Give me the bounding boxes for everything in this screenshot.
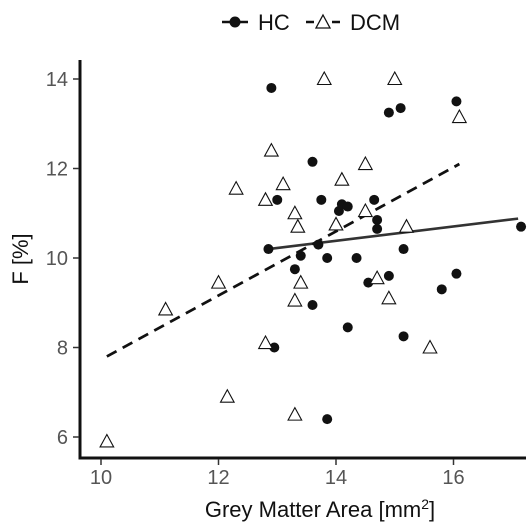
dcm-point (290, 218, 306, 233)
hc-point (369, 194, 380, 205)
dcm-point (369, 269, 385, 285)
dcm-point (293, 274, 309, 289)
hc-point (307, 156, 318, 167)
y-tick-label: 12 (46, 159, 68, 181)
fit-lines (106, 162, 519, 358)
x-ticks: 10 12 14 16 (90, 459, 465, 489)
hc-point (322, 414, 333, 425)
dcm-point (275, 176, 291, 191)
x-tick-label: 10 (90, 467, 112, 489)
hc-point (516, 221, 527, 232)
y-tick-label: 6 (57, 427, 68, 449)
x-axis-title-main: Grey Matter Area [mm (205, 497, 421, 522)
legend-dcm-label: DCM (350, 10, 400, 35)
hc-point (372, 223, 383, 234)
hc-point (451, 96, 462, 107)
dcm-point (257, 334, 274, 350)
hc-point (313, 239, 324, 250)
dcm-point (228, 180, 244, 195)
hc-point (322, 253, 333, 263)
dcm-point (219, 388, 236, 403)
legend: HC DCM (222, 10, 400, 35)
data-points (99, 70, 527, 448)
dcm-fit-line (106, 162, 461, 358)
dcm-point (287, 406, 303, 421)
dcm-point (451, 108, 468, 124)
y-axis-title: F [%] (8, 233, 33, 284)
x-axis-title-suffix: ] (429, 497, 435, 522)
axes (78, 60, 526, 460)
hc-fit-line (268, 217, 519, 251)
hc-point (436, 284, 447, 295)
hc-point (289, 264, 300, 275)
hc-point (266, 82, 277, 93)
dcm-point (316, 70, 332, 86)
dcm-point (387, 70, 403, 86)
dcm-point (210, 274, 227, 289)
hc-point (269, 342, 280, 353)
dcm-point (157, 301, 174, 316)
dcm-point (287, 292, 303, 307)
hc-point (398, 331, 409, 342)
dcm-point (381, 290, 397, 305)
hc-point (342, 322, 353, 333)
x-tick-label: 16 (442, 467, 464, 489)
hc-point (395, 103, 406, 114)
hc-point (372, 214, 383, 225)
dcm-point (99, 433, 115, 448)
hc-point (351, 253, 362, 263)
dcm-point (287, 205, 303, 220)
legend-hc-label: HC (258, 10, 290, 35)
dcm-point (334, 171, 350, 186)
dcm-point (357, 155, 374, 171)
hc-point (316, 194, 327, 205)
x-axis-title-sup: 2 (421, 496, 429, 512)
y-tick-label: 8 (57, 338, 68, 360)
dcm-point (357, 202, 374, 218)
hc-point (342, 201, 353, 212)
hc-point (398, 244, 409, 255)
hc-point (383, 107, 394, 118)
dcm-point (422, 339, 438, 354)
x-axis-title: Grey Matter Area [mm2] (205, 496, 435, 522)
hc-point (295, 250, 306, 261)
x-tick-label: 12 (207, 467, 229, 489)
hc-point (383, 270, 394, 281)
y-tick-label: 10 (46, 248, 68, 270)
x-tick-label: 14 (325, 467, 347, 489)
dcm-point (398, 218, 415, 233)
y-ticks: 6 8 10 12 14 (46, 69, 79, 449)
dcm-point (328, 216, 344, 231)
hc-point (263, 244, 274, 255)
dcm-point (263, 142, 280, 157)
legend-dcm-marker (314, 13, 332, 29)
hc-point (363, 277, 374, 288)
hc-point (272, 194, 283, 205)
hc-point (307, 299, 318, 310)
dcm-point (257, 191, 274, 206)
y-tick-label: 14 (46, 69, 68, 91)
hc-point (451, 268, 462, 279)
legend-hc-marker (229, 16, 241, 28)
